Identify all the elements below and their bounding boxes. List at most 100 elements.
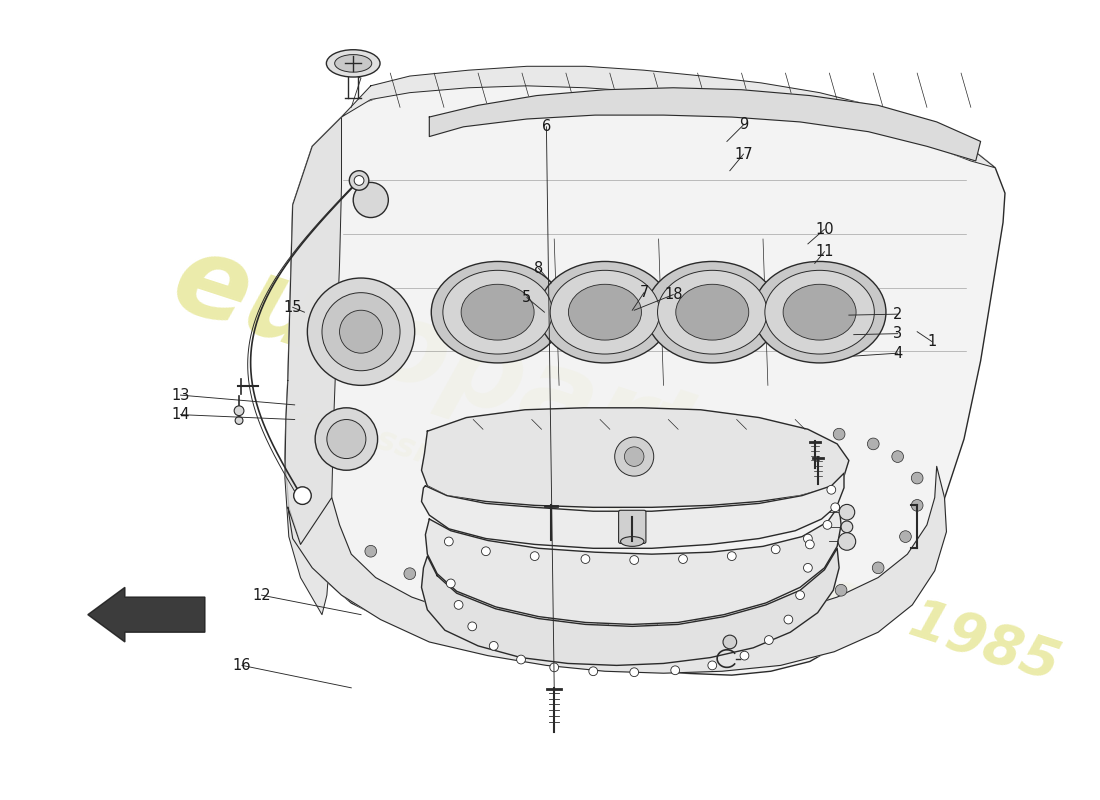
Ellipse shape (443, 270, 552, 354)
Circle shape (490, 642, 498, 650)
Text: 5: 5 (522, 290, 531, 305)
Circle shape (834, 428, 845, 440)
Circle shape (784, 615, 793, 624)
Ellipse shape (461, 284, 535, 340)
Circle shape (771, 545, 780, 554)
Text: 8: 8 (534, 261, 543, 276)
Circle shape (454, 601, 463, 610)
Circle shape (581, 554, 590, 563)
Circle shape (307, 278, 415, 386)
Circle shape (340, 310, 383, 353)
Circle shape (517, 655, 526, 664)
Circle shape (447, 579, 455, 588)
Ellipse shape (334, 54, 372, 72)
Circle shape (646, 618, 658, 630)
Circle shape (630, 556, 639, 565)
Circle shape (827, 486, 836, 494)
Circle shape (835, 585, 847, 596)
Circle shape (723, 635, 737, 649)
Circle shape (695, 617, 706, 628)
Circle shape (679, 554, 688, 563)
Circle shape (444, 537, 453, 546)
Circle shape (322, 293, 400, 370)
Polygon shape (288, 466, 946, 674)
Circle shape (404, 568, 416, 579)
Ellipse shape (327, 50, 380, 77)
Circle shape (625, 447, 644, 466)
Text: 11: 11 (815, 244, 834, 259)
Polygon shape (285, 117, 341, 614)
Circle shape (823, 521, 832, 530)
Text: 12: 12 (252, 588, 271, 602)
Circle shape (868, 438, 879, 450)
Circle shape (839, 505, 855, 520)
Circle shape (597, 617, 608, 628)
Ellipse shape (569, 284, 641, 340)
Circle shape (354, 175, 364, 186)
Ellipse shape (431, 262, 564, 363)
Text: 13: 13 (172, 388, 189, 402)
Text: 14: 14 (172, 407, 190, 422)
Polygon shape (421, 548, 839, 666)
Polygon shape (341, 66, 996, 168)
Circle shape (838, 533, 856, 550)
Polygon shape (285, 73, 1005, 675)
Circle shape (727, 552, 736, 561)
Circle shape (530, 552, 539, 561)
Polygon shape (429, 88, 980, 161)
Circle shape (327, 419, 366, 458)
Text: since 1985: since 1985 (729, 537, 1066, 692)
Circle shape (671, 666, 680, 674)
Circle shape (900, 530, 911, 542)
Circle shape (234, 406, 244, 416)
Text: 7: 7 (639, 285, 649, 300)
Circle shape (550, 663, 559, 672)
Circle shape (892, 450, 903, 462)
Circle shape (872, 562, 884, 574)
Polygon shape (421, 473, 844, 548)
Ellipse shape (539, 262, 671, 363)
Polygon shape (421, 408, 849, 507)
Circle shape (911, 499, 923, 511)
Ellipse shape (550, 270, 660, 354)
Ellipse shape (754, 262, 886, 363)
Circle shape (365, 546, 376, 557)
Circle shape (744, 610, 756, 622)
Polygon shape (426, 506, 842, 625)
Circle shape (499, 601, 512, 613)
Circle shape (316, 408, 377, 470)
Ellipse shape (675, 284, 749, 340)
Text: europarts: europarts (160, 225, 777, 517)
Circle shape (803, 563, 812, 572)
Circle shape (764, 636, 773, 645)
Circle shape (911, 472, 923, 484)
Circle shape (451, 587, 462, 599)
Polygon shape (88, 587, 205, 642)
Ellipse shape (658, 270, 767, 354)
Text: 2: 2 (893, 306, 902, 322)
Text: 9: 9 (739, 118, 748, 132)
Ellipse shape (764, 270, 875, 354)
Text: 1: 1 (927, 334, 936, 349)
Ellipse shape (646, 262, 779, 363)
Circle shape (708, 661, 717, 670)
Circle shape (792, 601, 804, 613)
Text: 4: 4 (893, 346, 902, 361)
Circle shape (803, 534, 812, 543)
Circle shape (588, 667, 597, 676)
Ellipse shape (620, 537, 644, 546)
Text: 10: 10 (815, 222, 834, 237)
Circle shape (549, 610, 560, 622)
Text: 3: 3 (893, 326, 902, 341)
FancyBboxPatch shape (618, 510, 646, 543)
Circle shape (294, 487, 311, 505)
Circle shape (795, 590, 804, 599)
Text: 16: 16 (233, 658, 251, 673)
Circle shape (235, 417, 243, 424)
Circle shape (805, 540, 814, 549)
Ellipse shape (783, 284, 856, 340)
Text: 15: 15 (284, 300, 302, 315)
Circle shape (630, 668, 639, 677)
Circle shape (482, 547, 491, 556)
Circle shape (830, 503, 839, 512)
